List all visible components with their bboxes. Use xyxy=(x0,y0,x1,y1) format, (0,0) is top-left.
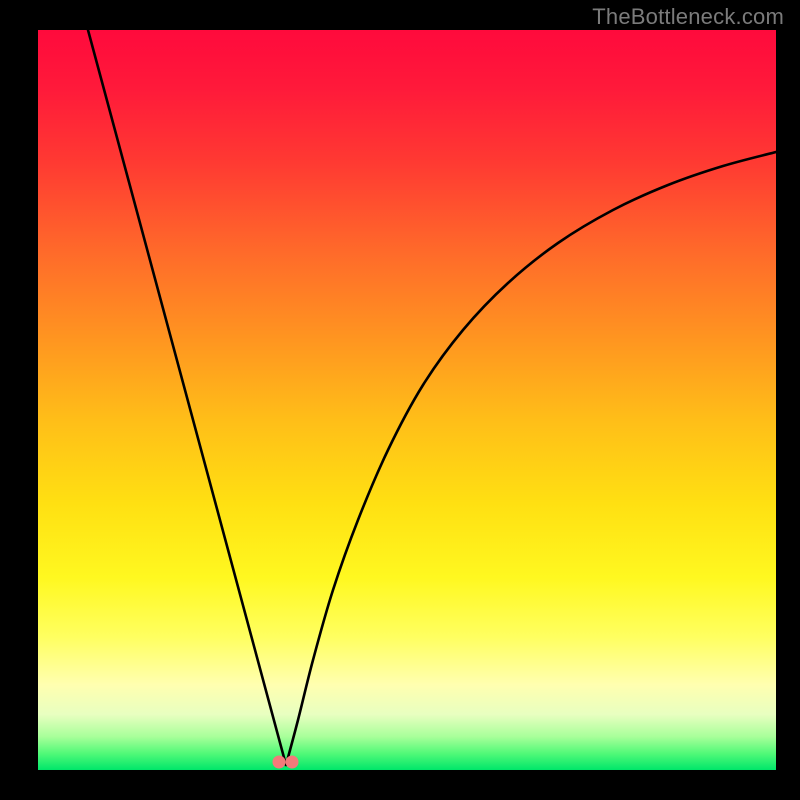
bottleneck-curve xyxy=(38,30,776,770)
plot-frame xyxy=(38,30,776,770)
curve-path xyxy=(88,30,776,765)
apex-marker xyxy=(286,756,299,769)
watermark-text: TheBottleneck.com xyxy=(592,4,784,30)
apex-marker xyxy=(273,756,286,769)
